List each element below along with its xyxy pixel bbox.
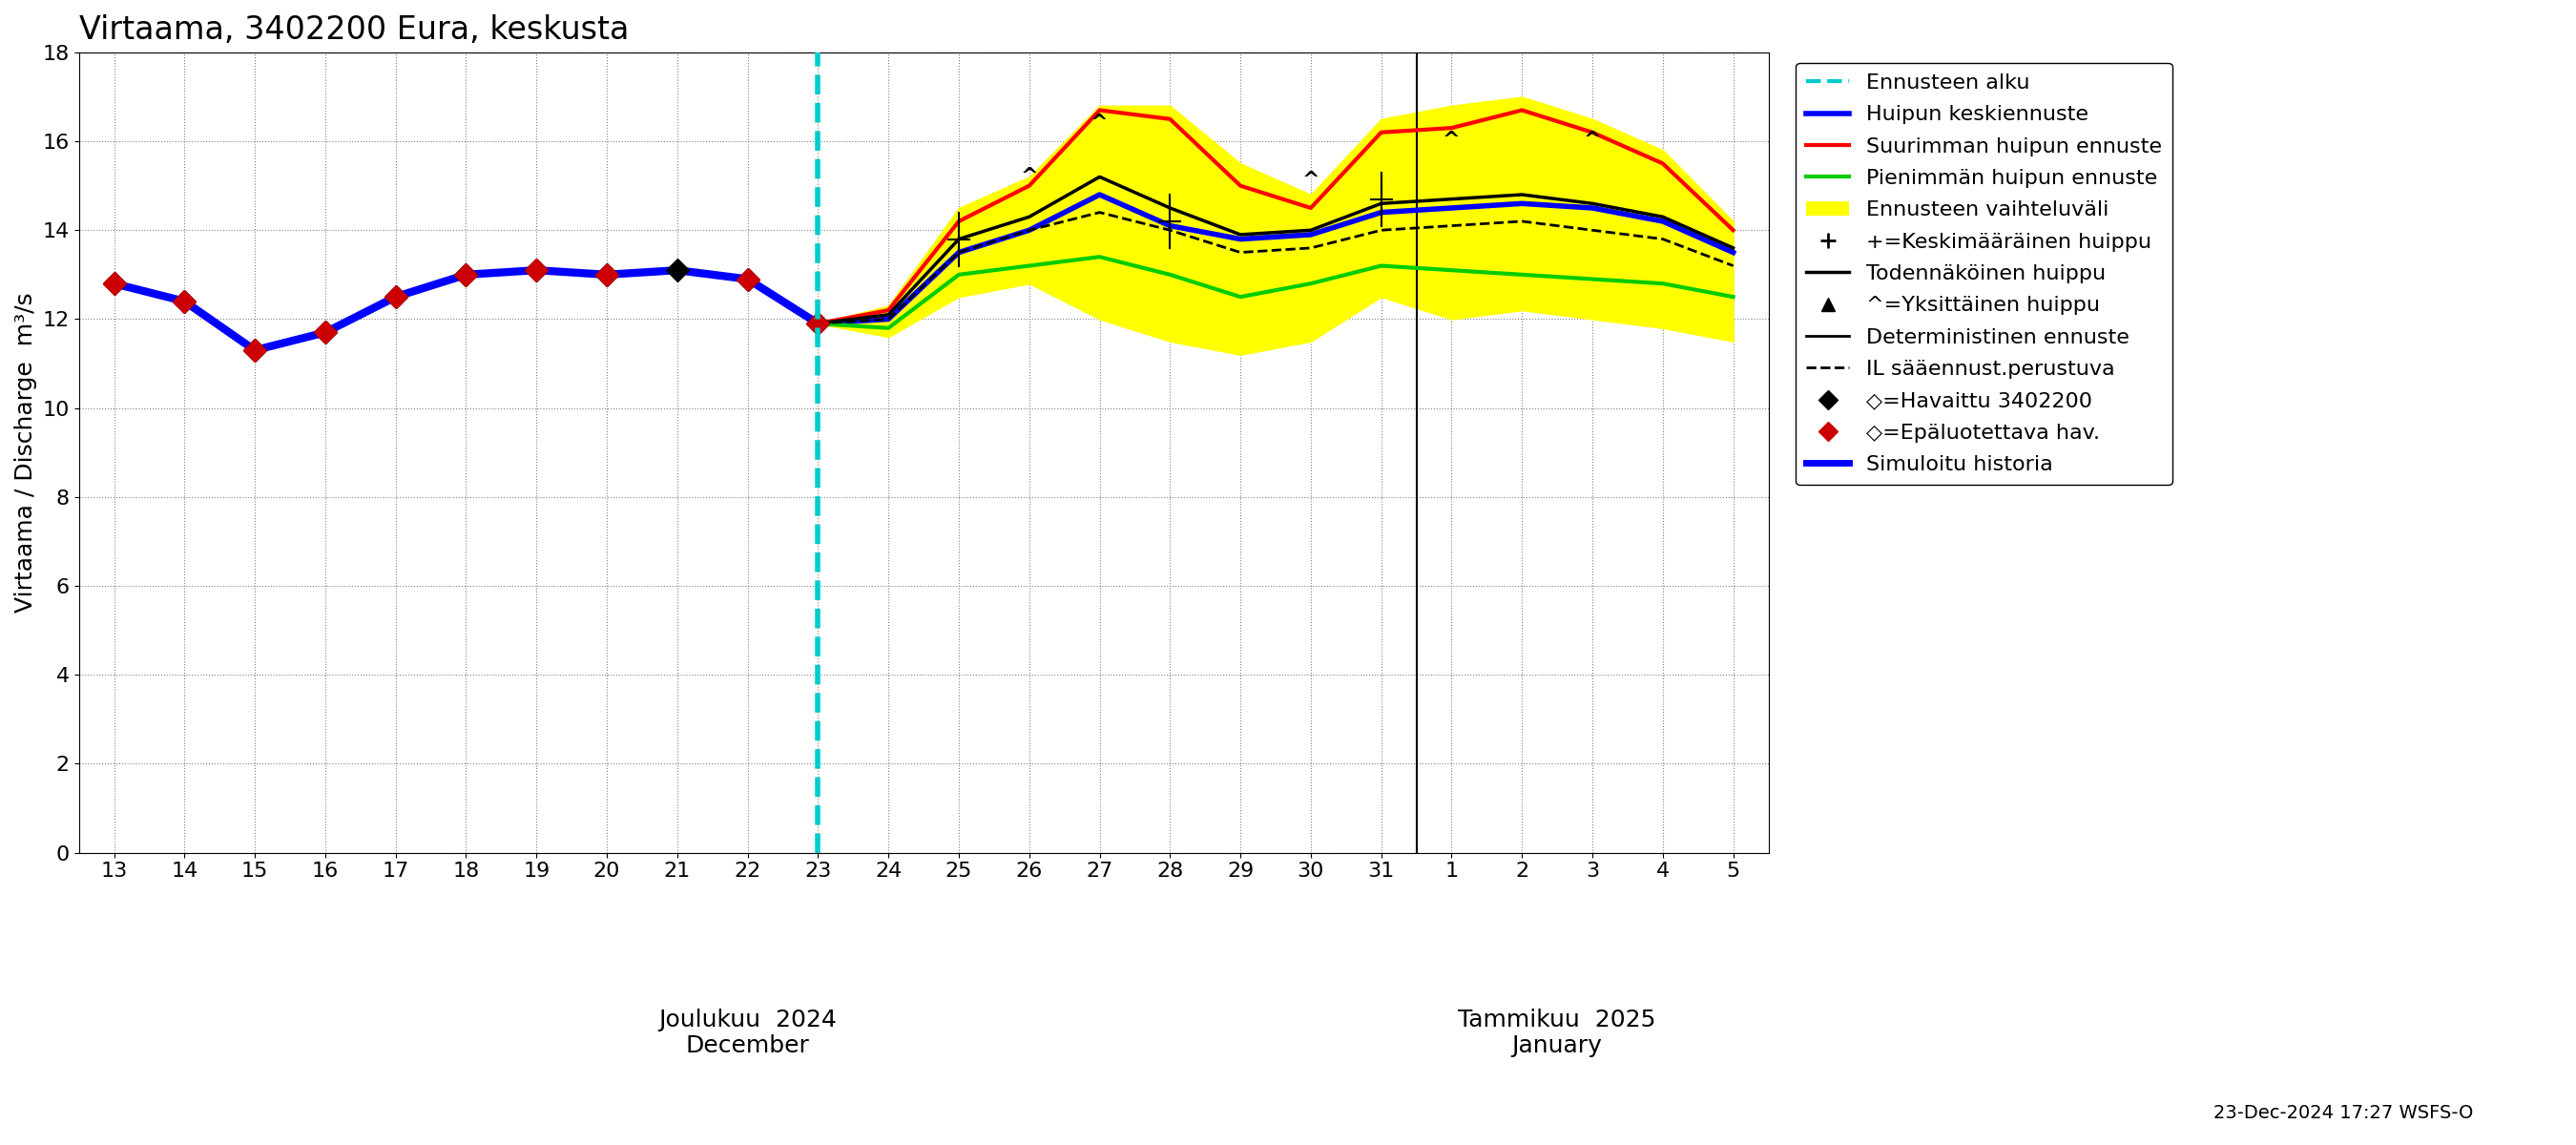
Text: ^: ^ <box>1584 131 1602 150</box>
Text: ^: ^ <box>1090 113 1108 133</box>
Text: ^: ^ <box>1020 167 1038 185</box>
Legend: Ennusteen alku, Huipun keskiennuste, Suurimman huipun ennuste, Pienimmän huipun : Ennusteen alku, Huipun keskiennuste, Suu… <box>1795 63 2172 485</box>
Text: Tammikuu  2025
January: Tammikuu 2025 January <box>1458 1009 1656 1058</box>
Text: Joulukuu  2024
December: Joulukuu 2024 December <box>659 1009 837 1058</box>
Text: ^: ^ <box>1301 171 1319 190</box>
Y-axis label: Virtaama / Discharge  m³/s: Virtaama / Discharge m³/s <box>15 292 36 613</box>
Text: 23-Dec-2024 17:27 WSFS-O: 23-Dec-2024 17:27 WSFS-O <box>2213 1104 2473 1122</box>
Text: Virtaama, 3402200 Eura, keskusta: Virtaama, 3402200 Eura, keskusta <box>80 14 629 46</box>
Text: ^: ^ <box>1443 131 1461 150</box>
